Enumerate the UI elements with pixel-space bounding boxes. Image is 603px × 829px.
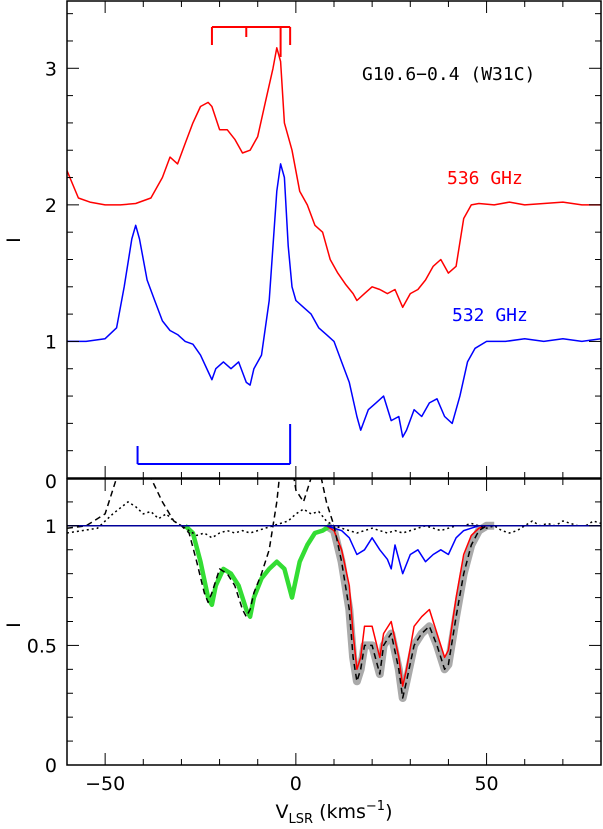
x-axis-label: VLSR (kms−1) <box>276 799 393 827</box>
figure-title: G10.6−0.4 (W31C) <box>362 64 535 85</box>
marker-red-hfs-bracket <box>210 26 292 57</box>
series-line-green-fit <box>183 523 332 619</box>
y-tick-label: 1 <box>45 331 57 353</box>
y-tick-label: 0 <box>45 755 57 777</box>
x-tick-label: 50 <box>474 773 498 795</box>
y-tick-label: 0 <box>45 471 57 493</box>
x-tick-label: −50 <box>85 773 125 795</box>
series-line-536-ghz <box>67 47 601 309</box>
x-tick-label: 0 <box>290 773 302 795</box>
series-line-dashed-profile <box>67 478 495 699</box>
y-tick-label: 1 <box>45 516 57 538</box>
bottom-y-axis-label: I <box>3 622 25 628</box>
y-tick-label: 0.5 <box>27 635 57 657</box>
top-panel: G10.6−0.4 (W31C) 536 GHz 532 GHz 0 1 2 3 I <box>3 0 602 493</box>
series-label-536-ghz: 536 GHz <box>447 168 523 189</box>
series-label-532-ghz: 532 GHz <box>452 305 528 326</box>
plot-frame <box>66 478 602 766</box>
y-tick-label: 3 <box>45 58 57 80</box>
y-tick-label: 2 <box>45 195 57 217</box>
bottom-panel: −50 0 50 0 0.5 1 I <box>3 477 602 795</box>
marker-blue-hfs-bracket <box>136 424 292 465</box>
top-y-axis-label: I <box>3 237 25 243</box>
series-line-532-ghz <box>67 163 601 438</box>
series-line-red <box>325 525 495 687</box>
